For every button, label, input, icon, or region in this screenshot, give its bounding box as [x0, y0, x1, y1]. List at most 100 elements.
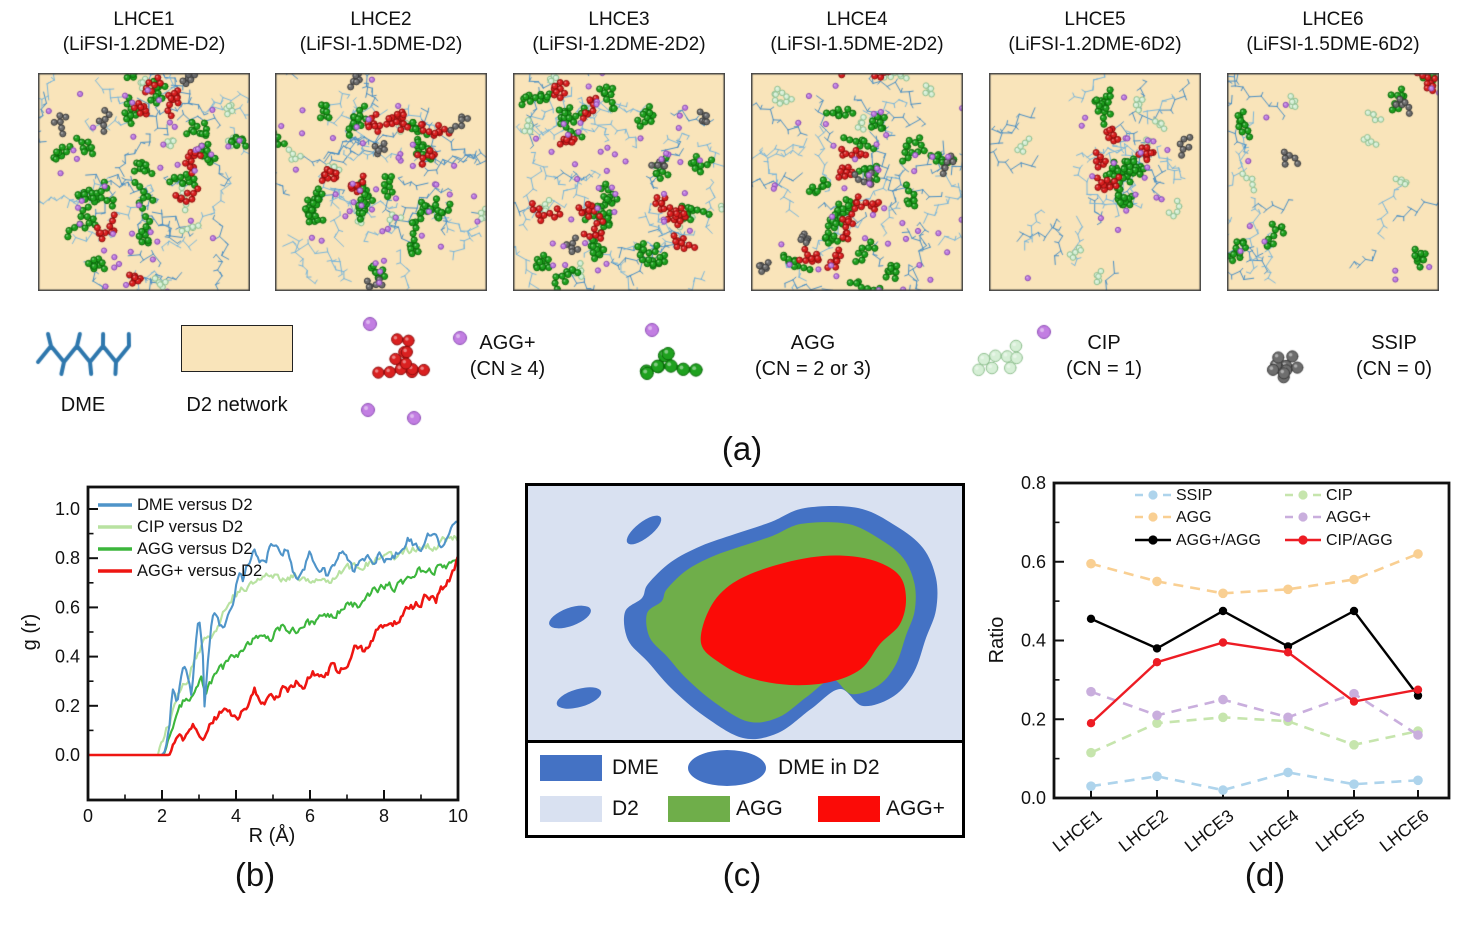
aggp-name: AGG+ [479, 332, 536, 354]
dme-legend-label: DME [60, 394, 106, 416]
data-point [1413, 549, 1423, 559]
legend-item-label: AGG+ [1326, 509, 1371, 526]
y-tick-label: 1.0 [55, 499, 80, 519]
data-point [1283, 648, 1293, 657]
data-point [1086, 781, 1096, 791]
panel-a-title-lhce4: LHCE4 (LiFSI-1.5DME-2D2) [738, 7, 976, 57]
x-tick-label: LHCE3 [1181, 805, 1238, 855]
data-point [1413, 775, 1423, 786]
aggp-map-label: AGG+ [886, 797, 945, 820]
x-tick-label: LHCE1 [1049, 805, 1106, 855]
legend-dot-swatch [1298, 512, 1308, 522]
dme-in-d2-droplet [556, 687, 602, 709]
plot-frame [1052, 481, 1451, 800]
panel-label-d: (d) [1244, 856, 1286, 893]
aggp-legend-label: AGG+ (CN ≥ 4) [440, 330, 575, 382]
agg-legend-label: AGG (CN = 2 or 3) [732, 330, 894, 382]
ratio-line-cip [1090, 715, 1419, 754]
d2-swatch [540, 796, 602, 822]
x-axis-label: R (Å) [249, 824, 296, 847]
dme-in-d2-droplet [626, 515, 662, 545]
system-formula: (LiFSI-1.5DME-6D2) [1246, 34, 1420, 55]
y-tick-label: 0.8 [1021, 473, 1046, 493]
legend-dot-swatch [1298, 535, 1308, 545]
cip-cn: (CN = 1) [1065, 358, 1143, 380]
panel-label-b: (b) [234, 856, 276, 893]
data-point [1152, 576, 1162, 587]
panel-a-title-lhce6: LHCE6 (LiFSI-1.5DME-6D2) [1214, 7, 1452, 57]
data-point [1349, 574, 1359, 585]
data-point [1413, 730, 1423, 740]
rdf-curve-2 [88, 557, 459, 757]
x-tick-label: LHCE4 [1246, 805, 1303, 856]
system-formula: (LiFSI-1.2DME-D2) [62, 34, 226, 55]
y-tick-label: 0.6 [55, 597, 80, 617]
y-tick-label: 0.8 [55, 548, 80, 568]
md-snapshot-lhce6 [1227, 73, 1439, 291]
y-tick-label: 0.4 [1021, 631, 1046, 651]
schematic-map-panel: DME DME in D2 D2 AGG AGG+ [525, 483, 965, 838]
system-name: LHCE2 [350, 9, 412, 30]
system-formula: (LiFSI-1.5DME-2D2) [770, 34, 944, 55]
data-point [1086, 558, 1096, 569]
data-point [1152, 718, 1162, 728]
d2-network-legend-label: D2 network [186, 394, 288, 416]
data-point [1413, 691, 1423, 700]
legend-item-label: CIP versus D2 [137, 518, 243, 536]
legend-item-label: AGG versus D2 [137, 540, 253, 558]
d2-dme-agg-contour-map [528, 486, 962, 740]
data-point [1152, 710, 1162, 721]
y-tick-label: 0.0 [55, 745, 80, 765]
md-snapshot-lhce4 [751, 73, 963, 291]
dme-molecule-icon [28, 322, 138, 388]
ratio-line-cip-agg [1090, 641, 1419, 725]
data-point [1349, 697, 1359, 706]
panel-a-title-lhce5: LHCE5 (LiFSI-1.2DME-6D2) [976, 7, 1214, 57]
y-tick-label: 0.4 [55, 647, 80, 667]
data-point [1283, 712, 1293, 723]
y-axis-label: g (r) [20, 614, 41, 651]
data-point [1218, 606, 1228, 616]
data-point [1349, 740, 1359, 750]
panel-a-title-lhce3: LHCE3 (LiFSI-1.2DME-2D2) [500, 7, 738, 57]
ssip-molecule-icon [1232, 320, 1344, 412]
legend-item-label: CIP/AGG [1326, 532, 1393, 549]
x-tick-label: 6 [305, 806, 315, 826]
agg-name: AGG [790, 332, 836, 354]
data-point [1218, 785, 1228, 795]
md-snapshot-lhce2 [275, 73, 487, 291]
dme-map-label: DME [612, 756, 659, 779]
dme-swatch [540, 755, 602, 781]
y-tick-label: 0.6 [1021, 552, 1046, 572]
md-snapshot-lhce5 [989, 73, 1201, 291]
system-name: LHCE4 [826, 9, 888, 30]
legend-dot-swatch [1148, 490, 1158, 500]
ratio-chart: 0.0 0.2 0.4 0.6 0.8 LHCE1 LHCE2 LHCE3 LHCE4 LHCE5… [986, 473, 1451, 856]
data-point [1349, 688, 1359, 699]
data-point [1349, 606, 1359, 616]
map-legend: DME DME in D2 D2 AGG AGG+ [528, 740, 962, 835]
x-tick-label: 2 [157, 806, 167, 826]
panel-a-title-lhce2: LHCE2 (LiFSI-1.5DME-D2) [262, 7, 500, 57]
md-snapshot-lhce1 [38, 73, 250, 291]
ratio-line-ssip [1090, 771, 1419, 792]
data-point [1283, 584, 1293, 595]
y-tick-label: 0.0 [1021, 788, 1046, 808]
legend-item-label: SSIP [1176, 487, 1212, 504]
data-point [1152, 658, 1162, 667]
data-point [1152, 771, 1162, 782]
x-tick-label: 10 [448, 806, 468, 826]
legend-item-label: DME versus D2 [137, 496, 253, 514]
cip-legend-label: CIP (CN = 1) [1040, 330, 1168, 382]
legend-item-label: AGG+/AGG [1176, 532, 1261, 549]
d2-map-label: D2 [612, 797, 639, 820]
data-point [1152, 644, 1162, 653]
agg-map-label: AGG [736, 797, 783, 820]
system-name: LHCE6 [1302, 9, 1364, 30]
panel-a-title-lhce1: LHCE1 (LiFSI-1.2DME-D2) [25, 7, 263, 57]
aggp-contour [700, 555, 907, 686]
y-tick-label: 0.2 [1021, 709, 1046, 729]
d2-network-swatch [181, 325, 293, 372]
x-tick-label: LHCE6 [1376, 805, 1433, 855]
aggp-molecule-icon [352, 310, 474, 430]
